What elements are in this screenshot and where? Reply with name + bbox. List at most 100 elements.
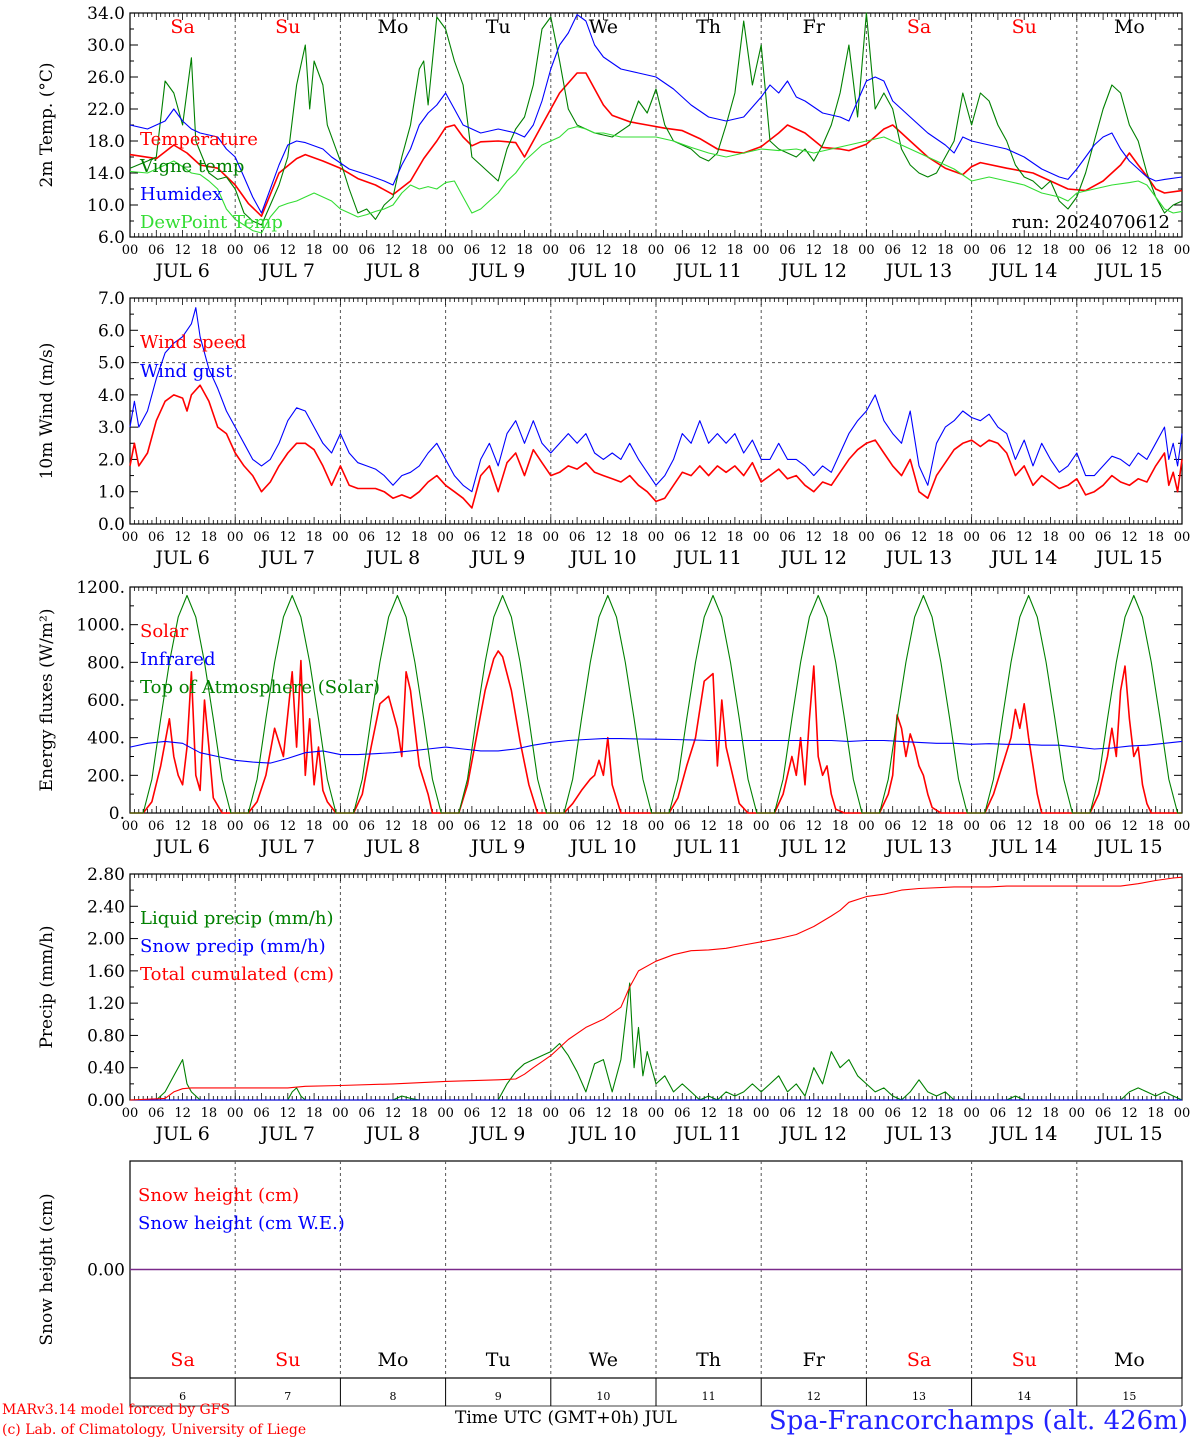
legend-entry: DewPoint Temp [140, 212, 283, 233]
y-tick-label: 1.60 [87, 962, 125, 982]
hour-label: 18 [306, 1106, 323, 1121]
date-label: JUL 13 [884, 260, 952, 282]
hour-label: 06 [884, 243, 901, 258]
weekday-label: We [589, 16, 618, 38]
weekday-label: Fr [803, 16, 826, 38]
hour-label: 00 [1174, 1106, 1191, 1121]
y-tick-label: 1.0 [98, 483, 125, 503]
y-tick-label: 26.0 [87, 68, 125, 88]
hour-label: 18 [1147, 243, 1164, 258]
date-label: JUL 11 [673, 1123, 741, 1145]
y-tick-label: 2.80 [87, 865, 125, 885]
hour-label: 12 [1016, 819, 1033, 834]
credit-lab: (c) Lab. of Climatology, University of L… [2, 1422, 306, 1438]
date-label: JUL 12 [779, 836, 847, 858]
weekday-label: Fr [803, 1349, 826, 1371]
hour-label: 18 [201, 1106, 218, 1121]
hour-label: 12 [1121, 243, 1138, 258]
hour-label: 12 [490, 819, 507, 834]
hour-label: 06 [674, 530, 691, 545]
hour-label: 00 [1174, 530, 1191, 545]
hour-label: 18 [516, 1106, 533, 1121]
hour-label: 00 [1174, 243, 1191, 258]
y-tick-label: 0.80 [87, 1026, 125, 1046]
hour-label: 12 [1121, 819, 1138, 834]
hour-label: 18 [937, 819, 954, 834]
hour-label: 18 [411, 1106, 428, 1121]
y-tick-label: 18.0 [87, 132, 125, 152]
hour-label: 18 [306, 530, 323, 545]
weekday-label: Tu [486, 16, 511, 38]
hour-label: 12 [1016, 530, 1033, 545]
hour-label: 12 [911, 1106, 928, 1121]
date-label: JUL 7 [259, 260, 315, 282]
x-axis-title: Time UTC (GMT+0h) JUL [455, 1408, 677, 1428]
hour-label: 12 [700, 819, 717, 834]
hour-label: 06 [358, 819, 375, 834]
hour-label: 18 [832, 819, 849, 834]
legend-entry: Snow precip (mm/h) [140, 936, 326, 957]
hour-label: 12 [490, 243, 507, 258]
panel-temp: 00 06 12 18 00 06 12 18 00 06 12 18 00 06 12 18 00 06 12 18… [37, 4, 1190, 282]
hour-label: 00 [227, 530, 244, 545]
hour-label: 00 [753, 530, 770, 545]
hour-label: 18 [1147, 1106, 1164, 1121]
hour-label: 18 [1147, 530, 1164, 545]
hour-label: 12 [490, 530, 507, 545]
hour-label: 06 [674, 819, 691, 834]
date-label: JUL 8 [364, 1123, 420, 1145]
series-infrared [129, 738, 1183, 764]
hour-label: 06 [148, 243, 165, 258]
hour-label: 00 [963, 530, 980, 545]
hour-label: 06 [464, 1106, 481, 1121]
date-label: JUL 14 [989, 1123, 1057, 1145]
y-tick-label: 2.0 [98, 450, 125, 470]
weekday-label: Mo [378, 16, 409, 38]
hour-label: 06 [779, 243, 796, 258]
date-label: JUL 11 [673, 547, 741, 569]
date-label: JUL 14 [989, 836, 1057, 858]
hour-label: 18 [516, 819, 533, 834]
hour-label: 06 [779, 1106, 796, 1121]
date-label: JUL 14 [989, 547, 1057, 569]
date-label: JUL 11 [673, 836, 741, 858]
series-dewpoint-temp [129, 126, 1183, 234]
hour-label: 18 [832, 243, 849, 258]
y-tick-label: 30.0 [87, 36, 125, 56]
hour-label: 12 [1121, 1106, 1138, 1121]
hour-label: 18 [937, 1106, 954, 1121]
hour-label: 00 [1069, 530, 1086, 545]
date-label: JUL 9 [469, 836, 525, 858]
hour-label: 12 [700, 243, 717, 258]
hour-label: 06 [464, 243, 481, 258]
legend-entry: Snow height (cm W.E.) [138, 1213, 345, 1234]
date-label: JUL 6 [153, 836, 209, 858]
hour-label: 18 [411, 819, 428, 834]
day-number: 7 [284, 1390, 291, 1403]
date-label: JUL 9 [469, 547, 525, 569]
date-label: JUL 13 [884, 547, 952, 569]
hour-label: 12 [385, 1106, 402, 1121]
y-tick-label: 600. [87, 691, 125, 711]
hour-label: 12 [806, 1106, 823, 1121]
footer: MARv3.14 model forced by GFS (c) Lab. of… [2, 1402, 1188, 1438]
hour-label: 18 [411, 243, 428, 258]
hour-label: 18 [727, 1106, 744, 1121]
y-tick-label: 7.0 [98, 289, 125, 309]
chart-panels: 00 06 12 18 00 06 12 18 00 06 12 18 00 06 12 18 00 06 12 18… [37, 4, 1191, 1407]
date-label: JUL 13 [884, 836, 952, 858]
hour-label: 06 [990, 819, 1007, 834]
weekday-label: Th [696, 1349, 721, 1371]
hour-label: 18 [516, 243, 533, 258]
y-axis-title: 2m Temp. (°C) [37, 62, 57, 187]
hour-label: 12 [1121, 530, 1138, 545]
hour-label: 18 [516, 530, 533, 545]
series-wind-speed [129, 384, 1183, 509]
y-tick-label: 0.00 [87, 1091, 125, 1111]
hour-label: 18 [1042, 1106, 1059, 1121]
hour-label: 12 [174, 819, 191, 834]
hour-label: 12 [595, 530, 612, 545]
weekday-label: Sa [907, 16, 931, 38]
hour-label: 18 [937, 243, 954, 258]
